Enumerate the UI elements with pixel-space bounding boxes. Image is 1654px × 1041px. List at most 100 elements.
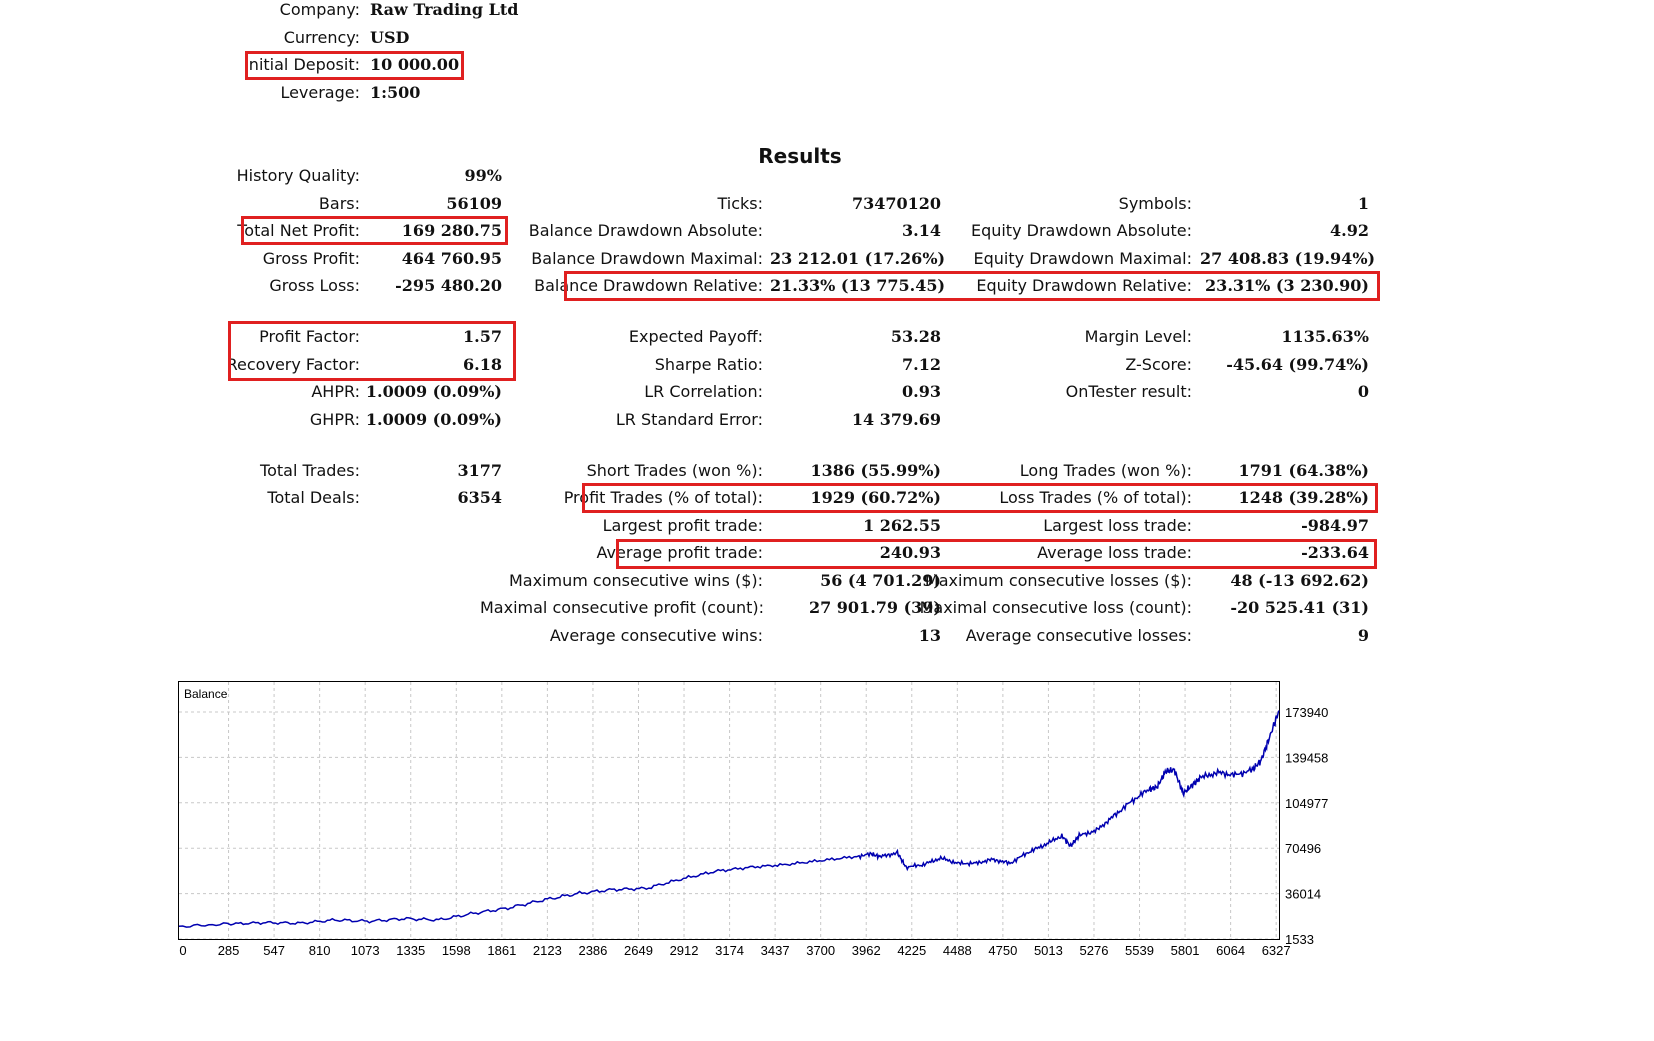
x-tick-label: 3174 <box>715 943 744 958</box>
profit-factor-value: 1.57 <box>463 327 502 346</box>
max-consecutive-wins-value: 56 (4 701.29) <box>820 571 941 590</box>
total-trades-value: 3177 <box>457 461 502 480</box>
ticks-value: 73470120 <box>851 194 941 213</box>
ticks-label: Ticks: <box>717 194 763 213</box>
max-consecutive-loss-value: -20 525.41 (31) <box>1230 598 1369 617</box>
largest-loss-trade-label: Largest loss trade: <box>1043 516 1192 535</box>
x-tick-label: 2123 <box>533 943 562 958</box>
largest-loss-trade-value: -984.97 <box>1301 516 1369 535</box>
y-tick-label: 173940 <box>1285 705 1328 720</box>
balance-dd-relative-value: 21.33% (13 775.45) <box>770 276 946 295</box>
x-tick-label: 6064 <box>1216 943 1245 958</box>
history-quality-value: 99% <box>464 166 502 185</box>
margin-level-value: 1135.63% <box>1281 327 1369 346</box>
loss-trades-value: 1248 (39.28%) <box>1238 488 1369 507</box>
x-tick-label: 285 <box>218 943 240 958</box>
average-consecutive-losses-label: Average consecutive losses: <box>965 626 1192 645</box>
ontester-result-label: OnTester result: <box>1065 382 1192 401</box>
z-score-value: -45.64 (99.74%) <box>1226 355 1369 374</box>
chart-frame <box>178 681 1280 940</box>
x-tick-label: 810 <box>309 943 331 958</box>
x-tick-label: 4225 <box>897 943 926 958</box>
leverage-value: 1:500 <box>370 83 421 102</box>
balance-dd-absolute-label: Balance Drawdown Absolute: <box>528 221 763 240</box>
x-tick-label: 5539 <box>1125 943 1154 958</box>
x-tick-label: 1598 <box>442 943 471 958</box>
z-score-label: Z-Score: <box>1125 355 1192 374</box>
x-tick-label: 3700 <box>806 943 835 958</box>
highlight-factors <box>228 321 516 381</box>
balance-dd-relative-label: Balance Drawdown Relative: <box>534 276 763 295</box>
ahpr-value: 1.0009 (0.09%) <box>365 382 502 401</box>
total-net-profit-label: Total Net Profit: <box>237 221 360 240</box>
largest-profit-trade-value: 1 262.55 <box>863 516 941 535</box>
chart-title: Balance <box>184 687 228 701</box>
y-tick-label: 70496 <box>1285 841 1321 856</box>
equity-dd-maximal-value: 27 408.83 (19.94%) <box>1200 249 1376 268</box>
history-quality-label: History Quality: <box>236 166 360 185</box>
lr-correlation-label: LR Correlation: <box>644 382 763 401</box>
max-consecutive-loss-label: Maximal consecutive loss (count): <box>919 598 1192 617</box>
x-tick-label: 547 <box>263 943 285 958</box>
balance-dd-maximal-value: 23 212.01 (17.26%) <box>770 249 946 268</box>
total-deals-label: Total Deals: <box>267 488 360 507</box>
max-consecutive-profit-value: 27 901.79 (39) <box>808 598 941 617</box>
profit-trades-value: 1929 (60.72%) <box>810 488 941 507</box>
recovery-factor-label: Recovery Factor: <box>226 355 360 374</box>
x-tick-label: 1073 <box>351 943 380 958</box>
expected-payoff-label: Expected Payoff: <box>628 327 763 346</box>
equity-dd-relative-label: Equity Drawdown Relative: <box>976 276 1192 295</box>
average-profit-trade-value: 240.93 <box>879 543 941 562</box>
balance-series-line <box>178 710 1280 928</box>
average-consecutive-losses-value: 9 <box>1357 626 1369 645</box>
average-consecutive-wins-label: Average consecutive wins: <box>549 626 763 645</box>
profit-trades-label: Profit Trades (% of total): <box>563 488 763 507</box>
lr-correlation-value: 0.93 <box>902 382 941 401</box>
sharpe-ratio-value: 7.12 <box>902 355 941 374</box>
average-consecutive-wins-value: 13 <box>918 626 941 645</box>
max-consecutive-profit-label: Maximal consecutive profit (count): <box>480 598 765 617</box>
currency-value: USD <box>370 28 410 47</box>
margin-level-label: Margin Level: <box>1084 327 1192 346</box>
gross-loss-value: -295 480.20 <box>395 276 502 295</box>
lr-standard-error-value: 14 379.69 <box>851 410 941 429</box>
highlight-average-trades <box>616 539 1377 569</box>
x-tick-label: 4488 <box>943 943 972 958</box>
gross-profit-value: 464 760.95 <box>401 249 502 268</box>
short-trades-label: Short Trades (won %): <box>586 461 763 480</box>
x-tick-label: 4750 <box>988 943 1017 958</box>
x-tick-label: 1861 <box>487 943 516 958</box>
max-consecutive-losses-label: Maximum consecutive losses ($): <box>924 571 1192 590</box>
bars-value: 56109 <box>446 194 502 213</box>
equity-dd-absolute-label: Equity Drawdown Absolute: <box>970 221 1192 240</box>
recovery-factor-value: 6.18 <box>463 355 502 374</box>
y-tick-label: 104977 <box>1285 796 1328 811</box>
x-tick-label: 2386 <box>578 943 607 958</box>
highlight-net-profit <box>241 216 508 245</box>
x-tick-label: 2649 <box>624 943 653 958</box>
balance-dd-absolute-value: 3.14 <box>902 221 941 240</box>
symbols-value: 1 <box>1357 194 1369 213</box>
equity-dd-absolute-value: 4.92 <box>1330 221 1369 240</box>
x-tick-label: 3962 <box>852 943 881 958</box>
x-tick-label: 2912 <box>670 943 699 958</box>
total-trades-label: Total Trades: <box>260 461 360 480</box>
x-tick-label: 5013 <box>1034 943 1063 958</box>
x-tick-label: 6327 <box>1262 943 1291 958</box>
ghpr-label: GHPR: <box>309 410 360 429</box>
highlight-trades-percent <box>582 483 1378 513</box>
total-deals-value: 6354 <box>457 488 502 507</box>
long-trades-value: 1791 (64.38%) <box>1238 461 1369 480</box>
company-label: Company: <box>279 0 360 19</box>
total-net-profit-value: 169 280.75 <box>401 221 502 240</box>
y-tick-label: 36014 <box>1285 887 1321 902</box>
max-consecutive-wins-label: Maximum consecutive wins ($): <box>508 571 763 590</box>
equity-dd-relative-value: 23.31% (3 230.90) <box>1205 276 1369 295</box>
average-profit-trade-label: Average profit trade: <box>596 543 763 562</box>
lr-standard-error-label: LR Standard Error: <box>615 410 763 429</box>
ontester-result-value: 0 <box>1357 382 1369 401</box>
loss-trades-label: Loss Trades (% of total): <box>999 488 1192 507</box>
largest-profit-trade-label: Largest profit trade: <box>602 516 763 535</box>
y-tick-label: 139458 <box>1285 750 1328 765</box>
